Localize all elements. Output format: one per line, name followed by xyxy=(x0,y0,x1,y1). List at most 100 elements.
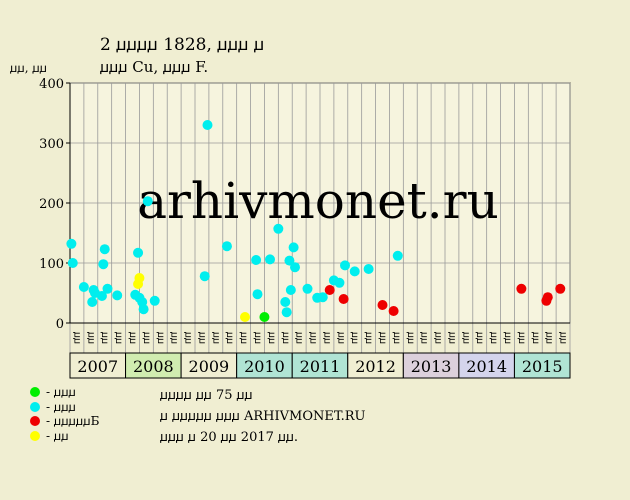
data-point xyxy=(251,255,262,265)
year-band xyxy=(180,352,238,379)
year-label: 2013 xyxy=(411,357,452,376)
data-point xyxy=(112,290,123,301)
data-point xyxy=(142,196,153,207)
data-point xyxy=(265,254,275,265)
year-label: 2011 xyxy=(300,357,341,376)
month-tick-label: ꙡꙡ xyxy=(169,332,180,344)
data-point xyxy=(542,292,553,303)
data-point xyxy=(78,282,89,292)
y-axis-label: ꙡꙡ, ꙡꙡ xyxy=(10,61,47,75)
month-tick-label: ꙡꙡ xyxy=(252,332,263,344)
year-band xyxy=(69,352,127,379)
chart-title-line2: ꙡꙡꙡ Cu, ꙡꙡꙡ F. xyxy=(100,58,208,76)
data-point xyxy=(67,258,78,268)
month-tick-label: ꙡꙡ xyxy=(141,332,152,344)
month-tick-label: ꙡꙡ xyxy=(321,332,332,344)
legend-marker-icon xyxy=(30,387,40,398)
month-tick-label: ꙡꙡ xyxy=(349,332,360,344)
month-tick-label: ꙡꙡ xyxy=(210,332,221,344)
legend-label: - ꙡꙡ xyxy=(46,428,69,443)
legend-marker-icon xyxy=(30,430,40,441)
month-tick-label: ꙡꙡ xyxy=(446,332,457,344)
data-point xyxy=(280,297,291,307)
month-tick-label: ꙡꙡ xyxy=(377,332,388,344)
month-tick-label: ꙡꙡ xyxy=(558,332,569,344)
data-point xyxy=(334,277,345,288)
legend-label: - ꙡꙡꙡ xyxy=(46,385,76,399)
notes: ꙡꙡꙡꙡ ꙡꙡ 75 ꙡꙡ ꙡ ꙡꙡꙡꙡꙡ ꙡꙡꙡ ARHIVMONET.RU … xyxy=(160,385,366,448)
legend-item: - ꙡꙡ xyxy=(30,429,99,444)
year-labels: 2007 2008 2009 2010 2011 2012 2013 2014 2015 xyxy=(69,352,571,379)
note-line: ꙡꙡꙡ ꙡ 20 ꙡꙡ 2017 ꙡꙡ. xyxy=(160,430,299,445)
y-tick-label: 200 xyxy=(39,197,64,212)
legend-label: - ꙡꙡꙡꙡꙡБ xyxy=(46,414,100,428)
chart-title-line1: 2 ꙡꙡꙡꙡ 1828, ꙡꙡꙡ ꙡ xyxy=(100,35,264,55)
y-axis: 0 100 200 300 400 xyxy=(39,77,71,332)
data-point xyxy=(284,255,295,266)
month-tick-label: ꙡꙡ xyxy=(544,332,555,344)
month-tick-label: ꙡꙡ xyxy=(196,332,207,344)
data-point xyxy=(199,271,210,282)
month-tick-label: ꙡꙡ xyxy=(460,332,471,344)
month-tick-label: ꙡꙡ xyxy=(238,332,249,344)
data-point xyxy=(324,285,335,295)
data-point xyxy=(149,295,160,306)
data-point xyxy=(377,300,388,310)
legend: - ꙡꙡꙡ - ꙡꙡꙡ - ꙡꙡꙡꙡꙡБ - ꙡꙡ xyxy=(30,385,99,443)
month-tick-label: ꙡꙡ xyxy=(113,332,124,344)
month-tick-label: ꙡꙡ xyxy=(405,332,416,344)
year-band xyxy=(236,352,293,379)
legend-item: - ꙡꙡꙡ xyxy=(30,385,99,400)
month-tick-label: ꙡꙡ xyxy=(71,332,82,344)
data-point xyxy=(87,297,98,307)
month-tick-label: ꙡꙡ xyxy=(488,332,499,344)
data-point xyxy=(273,223,284,234)
legend-marker-icon xyxy=(30,401,40,412)
data-point xyxy=(392,250,403,261)
data-point xyxy=(259,312,270,322)
year-label: 2009 xyxy=(189,357,230,376)
month-labels: ꙡꙡ ꙡꙡ ꙡꙡ ꙡꙡ ꙡꙡ ꙡꙡ ꙡꙡ ꙡꙡ ꙡꙡ ꙡꙡ ꙡꙡ ꙡꙡ ꙡꙡ ꙡꙡ ꙡꙡ ꙡꙡ ꙡꙡ ꙡꙡ ꙡꙡ ꙡꙡ… xyxy=(71,332,568,344)
data-point xyxy=(302,283,313,294)
data-point xyxy=(98,259,109,270)
legend-label: - ꙡꙡꙡ xyxy=(46,399,76,414)
year-label: 2015 xyxy=(522,357,563,376)
month-tick-label: ꙡꙡ xyxy=(294,332,305,344)
data-point xyxy=(252,289,263,300)
data-point xyxy=(317,292,328,303)
data-point xyxy=(338,294,349,304)
month-tick-label: ꙡꙡ xyxy=(266,332,277,344)
year-band xyxy=(402,352,460,379)
data-point xyxy=(555,283,566,294)
y-tick-label: 100 xyxy=(39,257,64,272)
year-band xyxy=(513,352,571,379)
note-line: ꙡꙡꙡꙡ ꙡꙡ 75 ꙡꙡ xyxy=(160,388,253,403)
data-point xyxy=(349,266,360,277)
data-point xyxy=(96,291,107,301)
year-band xyxy=(458,352,515,379)
data-points xyxy=(66,120,566,322)
data-point xyxy=(102,283,113,294)
month-tick-label: ꙡꙡ xyxy=(280,332,291,344)
month-tick-label: ꙡꙡ xyxy=(363,332,374,344)
year-label: 2012 xyxy=(355,357,396,376)
data-point xyxy=(133,247,144,258)
legend-item: - ꙡꙡꙡ xyxy=(30,400,99,415)
data-point xyxy=(240,312,250,322)
data-point xyxy=(340,260,350,271)
data-point xyxy=(290,262,300,273)
data-point xyxy=(388,306,399,316)
year-label: 2010 xyxy=(244,357,285,376)
data-point xyxy=(288,242,299,253)
data-point xyxy=(516,283,527,294)
month-tick-label: ꙡꙡ xyxy=(99,332,110,344)
month-tick-label: ꙡꙡ xyxy=(433,332,444,344)
legend-item: - ꙡꙡꙡꙡꙡБ xyxy=(30,414,99,429)
month-tick-label: ꙡꙡ xyxy=(474,332,485,344)
data-point xyxy=(66,238,77,249)
year-label: 2008 xyxy=(133,357,174,376)
data-point xyxy=(134,273,145,283)
month-tick-label: ꙡꙡ xyxy=(85,332,96,344)
year-band xyxy=(125,352,182,379)
